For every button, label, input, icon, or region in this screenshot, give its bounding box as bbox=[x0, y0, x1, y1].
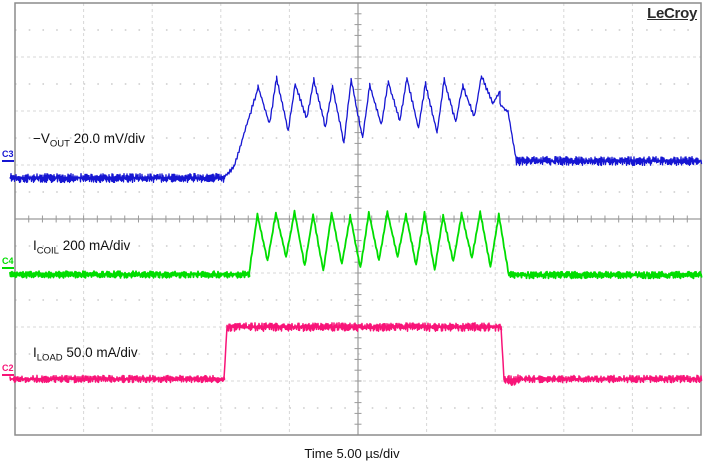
icoil-label-prefix: I bbox=[33, 238, 37, 253]
icoil-label-suffix: 200 mA/div bbox=[58, 238, 131, 253]
iload-label-subscript: LOAD bbox=[36, 352, 63, 364]
vout-label-suffix: 20.0 mV/div bbox=[69, 131, 145, 146]
icoil-scale-label: ICOIL 200 mA/div bbox=[33, 238, 130, 257]
icoil-label-subscript: COIL bbox=[36, 245, 59, 257]
vout-label-subscript: OUT bbox=[49, 138, 70, 150]
iload-scale-label: ILOAD 50.0 mA/div bbox=[33, 345, 138, 364]
iload-label-suffix: 50.0 mA/div bbox=[62, 345, 138, 360]
channel-marker-c3: C3 bbox=[2, 149, 14, 162]
iload-label-prefix: I bbox=[33, 345, 37, 360]
trace-vout bbox=[9, 75, 703, 184]
lecroy-logo: LeCroy bbox=[641, 4, 700, 24]
vout-scale-label: −VOUT 20.0 mV/div bbox=[33, 131, 145, 150]
trace-icoil bbox=[9, 209, 703, 280]
timebase-label: Time 5.00 µs/div bbox=[304, 446, 400, 461]
trace-iload bbox=[9, 322, 703, 386]
channel-marker-c2: C2 bbox=[2, 363, 14, 376]
vout-label-prefix: −V bbox=[33, 131, 50, 146]
channel-marker-c4: C4 bbox=[2, 256, 14, 269]
